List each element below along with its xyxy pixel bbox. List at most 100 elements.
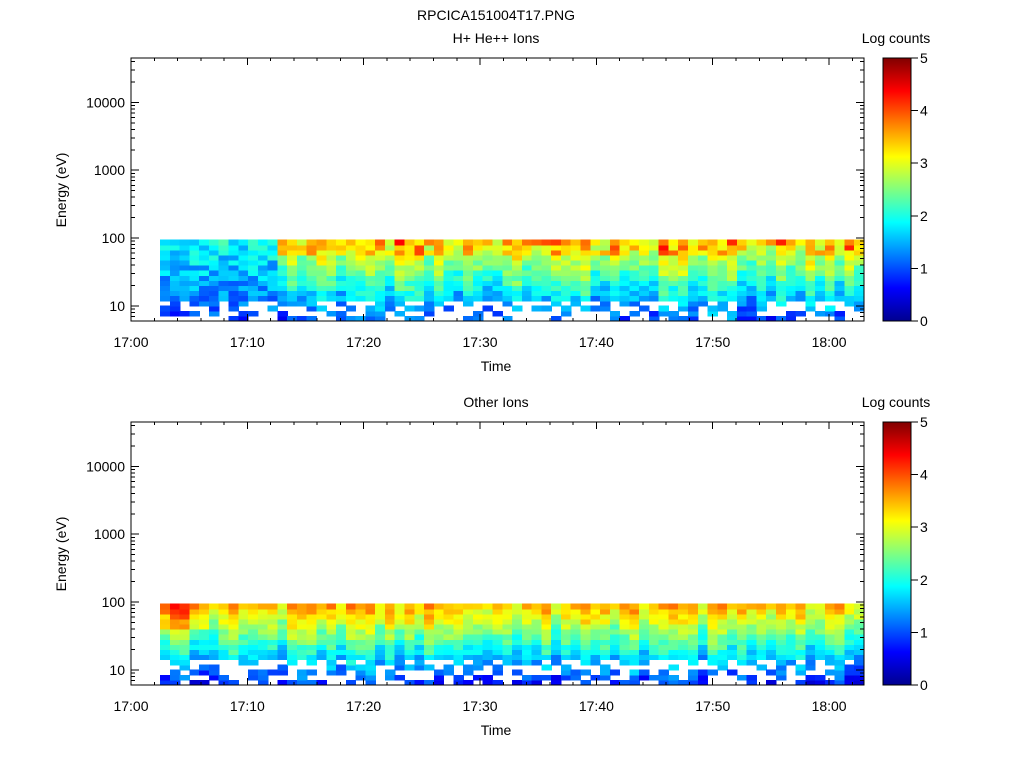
heatmap-cell [287, 613, 298, 620]
heatmap-cell [570, 674, 582, 681]
heatmap-cell [179, 275, 190, 281]
heatmap-cell [228, 300, 239, 307]
heatmap-cell [697, 669, 709, 676]
heatmap-cell [453, 644, 464, 650]
heatmap-cell [472, 280, 484, 286]
colorbar [882, 421, 912, 686]
heatmap-cell [482, 629, 494, 635]
heatmap-cell [297, 275, 308, 281]
heatmap-cell [355, 654, 366, 661]
heatmap-cell [512, 659, 523, 666]
heatmap-cell [297, 244, 308, 251]
heatmap-cell [590, 305, 601, 312]
heatmap-cell [297, 649, 308, 656]
heatmap-cell [414, 244, 425, 251]
heatmap-cell [658, 249, 670, 256]
heatmap-cell [209, 280, 220, 286]
heatmap-cell [697, 300, 709, 307]
heatmap-cell [590, 270, 601, 276]
heatmap-cell [365, 270, 376, 276]
heatmap-cell [453, 254, 464, 261]
heatmap-cell [551, 679, 562, 686]
heatmap-cell [629, 659, 640, 666]
heatmap-cell [375, 270, 386, 276]
heatmap-cell [384, 639, 396, 645]
heatmap-cell [414, 265, 425, 271]
heatmap-cell [776, 639, 787, 645]
heatmap-cell [795, 669, 806, 676]
y-tick-label: 10000 [86, 458, 125, 474]
heatmap-cell [854, 664, 865, 671]
heatmap-cell [580, 618, 591, 625]
heatmap-cell [169, 254, 181, 261]
colorbar-tick-label: 1 [920, 260, 928, 276]
heatmap-cell [717, 249, 728, 256]
heatmap-cell [678, 618, 689, 625]
heatmap-cell [238, 270, 249, 276]
heatmap-cell [688, 618, 699, 625]
heatmap-cell [541, 634, 552, 640]
heatmap-cell [795, 639, 806, 645]
heatmap-cell [834, 315, 846, 322]
heatmap-cell [306, 649, 318, 656]
plot-frame [130, 421, 865, 686]
heatmap-cell [756, 265, 767, 271]
heatmap-cell [189, 300, 200, 307]
heatmap-cell [854, 265, 865, 271]
heatmap-cell [658, 239, 670, 246]
heatmap-cell [658, 290, 670, 297]
heatmap-cell [414, 618, 425, 625]
heatmap-cell [717, 608, 728, 615]
heatmap-cell [257, 644, 269, 650]
heatmap-cell [746, 618, 758, 625]
heatmap-cell [404, 634, 415, 640]
heatmap-cell [306, 259, 318, 266]
heatmap-cell [688, 305, 699, 312]
heatmap-cell [678, 613, 689, 620]
y-tick-label: 10000 [86, 94, 125, 110]
heatmap-cell [844, 613, 855, 620]
heatmap-cell [306, 239, 318, 246]
heatmap-cell [424, 265, 435, 271]
heatmap-cell [805, 305, 816, 312]
heatmap-cell [355, 674, 366, 681]
heatmap-cell [512, 249, 523, 256]
heatmap-cell [277, 254, 288, 261]
heatmap-cell [160, 239, 171, 246]
heatmap-cell [336, 244, 347, 251]
heatmap-cell [424, 310, 435, 317]
heatmap-cell [160, 644, 171, 650]
heatmap-cell [433, 603, 445, 610]
heatmap-cell [629, 259, 640, 266]
heatmap-cell [736, 629, 748, 635]
heatmap-cell [228, 259, 239, 266]
heatmap-cell [414, 634, 425, 640]
heatmap-cell [834, 644, 846, 650]
heatmap-cell [463, 644, 474, 650]
heatmap-cell [717, 664, 728, 671]
heatmap-cell [619, 275, 630, 281]
heatmap-cell [766, 315, 777, 322]
heatmap-cell [570, 613, 582, 620]
heatmap-cell [482, 259, 494, 266]
heatmap-cell [384, 659, 396, 666]
heatmap-cell [668, 290, 679, 297]
heatmap-cell [355, 629, 366, 635]
heatmap-cell [766, 618, 777, 625]
colorbar-tick-label: 4 [920, 103, 928, 119]
heatmap-cell [394, 664, 406, 671]
heatmap-cell [688, 280, 699, 286]
heatmap-cell [648, 654, 660, 661]
heatmap-cell [639, 285, 650, 292]
heatmap-cell [267, 618, 278, 625]
heatmap-cell [844, 270, 855, 276]
heatmap-cell [707, 613, 718, 620]
heatmap-cell [345, 259, 357, 266]
heatmap-cell [844, 618, 855, 625]
heatmap-cell [453, 265, 464, 271]
heatmap-cell [355, 285, 366, 292]
heatmap-cell [658, 295, 670, 302]
heatmap-cell [736, 608, 748, 615]
y-tick-label: 10 [109, 298, 125, 314]
heatmap-cell [580, 295, 591, 302]
